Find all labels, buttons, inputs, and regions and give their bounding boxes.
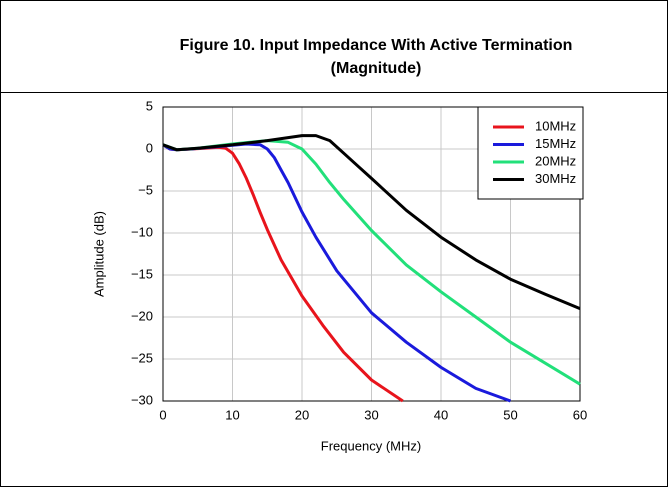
x-tick-label: 50 <box>503 407 517 422</box>
y-tick-label: −25 <box>131 350 153 365</box>
y-tick-label: −20 <box>131 308 153 323</box>
x-tick-label: 40 <box>434 407 448 422</box>
series-line <box>162 134 581 310</box>
x-tick-label: 30 <box>364 407 378 422</box>
y-tick-label: 5 <box>146 98 153 113</box>
series-line <box>162 143 404 403</box>
plot-border <box>162 106 581 402</box>
y-tick-label: −5 <box>138 182 153 197</box>
x-tick-label: 60 <box>573 407 587 422</box>
legend-box <box>477 106 584 200</box>
chart-subtitle: (Magnitude) <box>331 60 422 77</box>
legend-label: 20MHz <box>535 153 576 168</box>
y-tick-label: 0 <box>146 140 153 155</box>
x-tick-label: 20 <box>295 407 309 422</box>
y-tick-label: −15 <box>131 266 153 281</box>
legend-label: 30MHz <box>535 171 576 186</box>
series-line <box>162 142 512 403</box>
y-tick-label: −10 <box>131 224 153 239</box>
legend-label: 15MHz <box>535 136 576 151</box>
y-axis-label: Amplitude (dB) <box>91 211 106 297</box>
chart-title: Figure 10. Input Impedance With Active T… <box>180 37 573 54</box>
x-tick-label: 10 <box>225 407 239 422</box>
y-tick-label: −30 <box>131 392 153 407</box>
x-axis-label: Frequency (MHz) <box>321 438 421 453</box>
legend-label: 10MHz <box>535 118 576 133</box>
x-tick-label: 0 <box>159 407 166 422</box>
